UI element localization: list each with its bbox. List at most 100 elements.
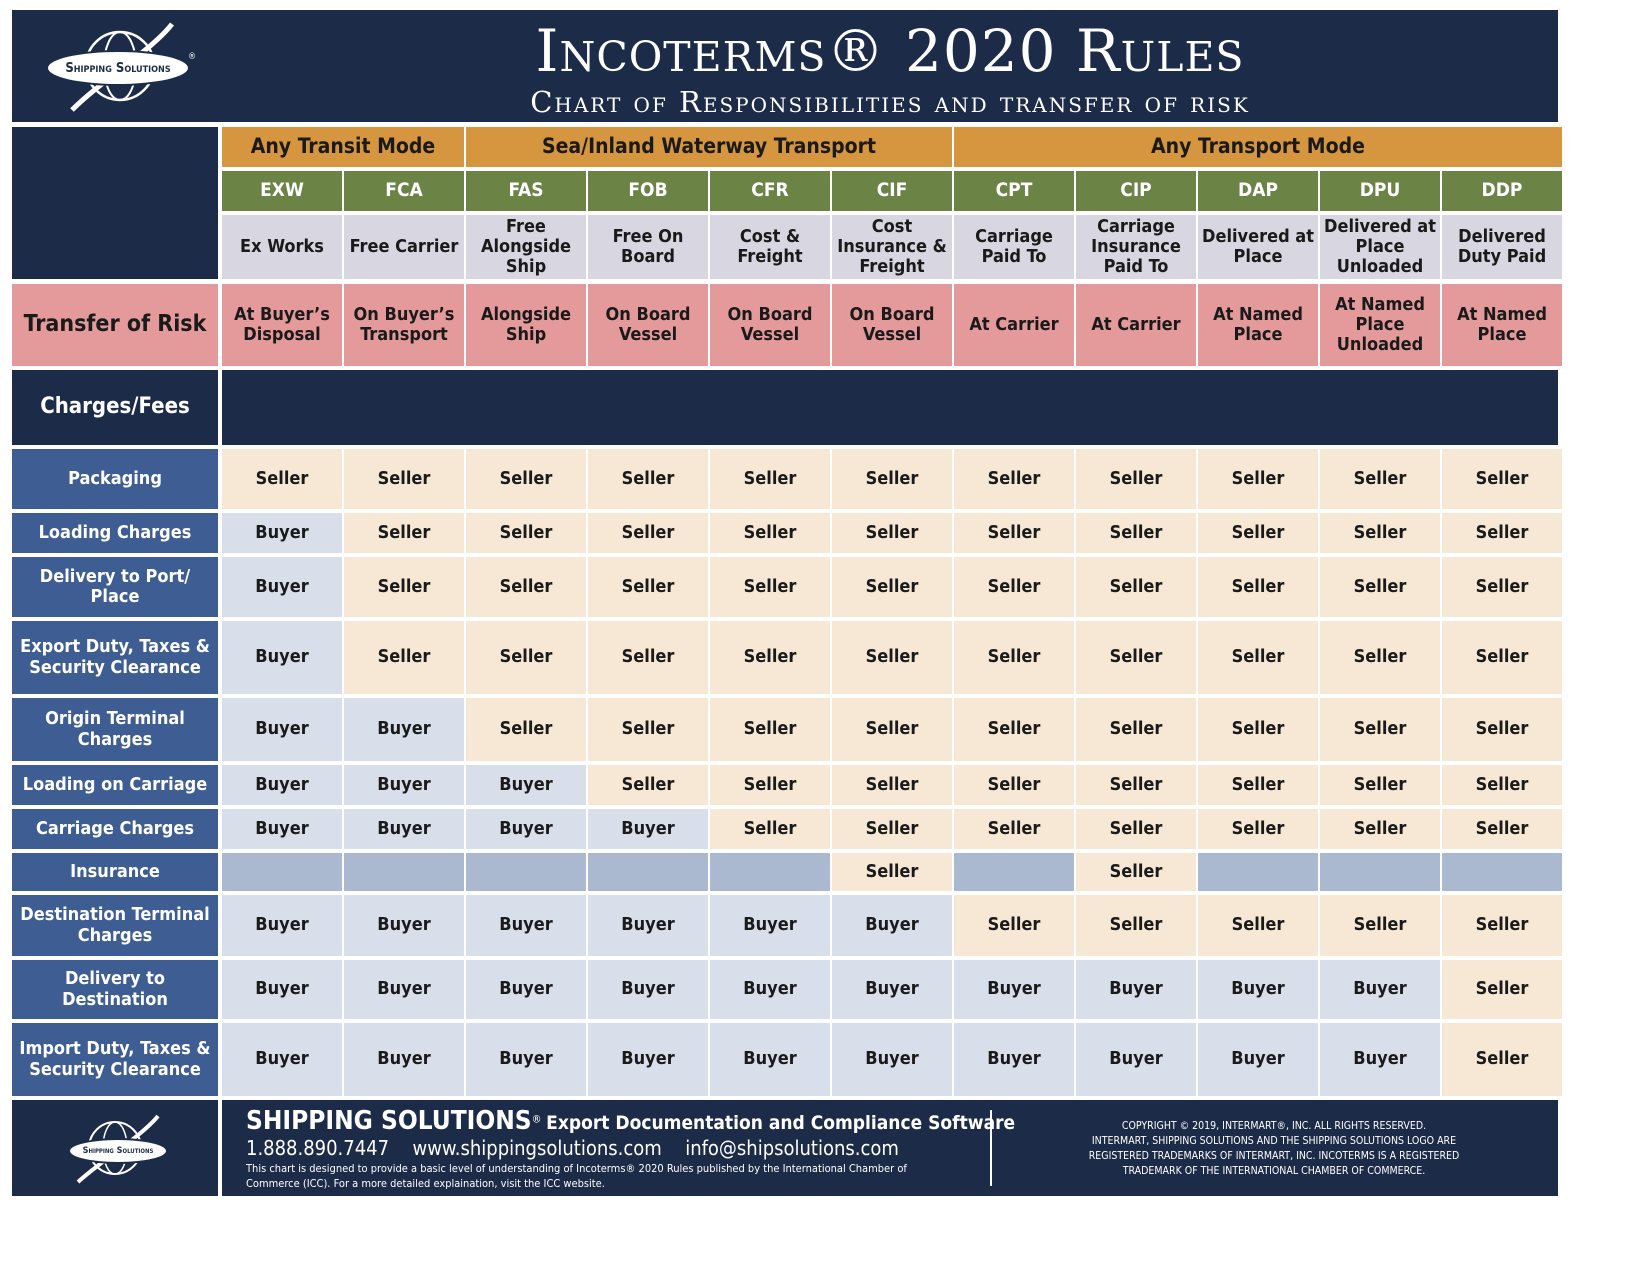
charge-cell: Buyer — [832, 1023, 952, 1096]
footer-phone[interactable]: 1.888.890.7447 — [246, 1136, 390, 1160]
charge-cell: Seller — [710, 809, 830, 849]
charge-cell: Buyer — [222, 698, 342, 761]
charge-cell: Buyer — [466, 1023, 586, 1096]
charge-label: Packaging — [12, 449, 218, 509]
charge-cell: Buyer — [832, 895, 952, 956]
charge-cell: Seller — [832, 698, 952, 761]
footer-contact-line: 1.888.890.7447 www.shippingsolutions.com… — [246, 1136, 899, 1160]
charge-cell — [588, 853, 708, 891]
charge-cell: Buyer — [588, 809, 708, 849]
charge-cell: Seller — [588, 449, 708, 509]
charge-cell: Buyer — [466, 809, 586, 849]
footer-website-link[interactable]: www.shippingsolutions.com — [412, 1136, 662, 1160]
charge-cell: Buyer — [344, 809, 464, 849]
risk-cell: At Named Place — [1198, 284, 1318, 366]
charge-label: Export Duty, Taxes & Security Clearance — [12, 621, 218, 694]
copyright-line: COPYRIGHT © 2019, INTERMART®, INC. ALL R… — [1121, 1120, 1427, 1132]
charge-cell: Seller — [466, 621, 586, 694]
charge-cell: Buyer — [1198, 1023, 1318, 1096]
charge-cell: Buyer — [222, 765, 342, 805]
term-name: Cost & Freight — [710, 215, 830, 279]
charge-cell: Seller — [832, 449, 952, 509]
charge-cell: Seller — [1198, 809, 1318, 849]
term-code-cif: CIF — [832, 171, 952, 211]
copyright-line: TRADEMARK OF THE INTERNATIONAL CHAMBER O… — [1122, 1165, 1426, 1177]
charge-cell: Buyer — [222, 960, 342, 1019]
charge-cell: Seller — [1442, 557, 1562, 617]
logo-text: Shipping Solutions — [65, 60, 171, 76]
term-name: Delivered at Place — [1198, 215, 1318, 279]
charge-cell — [954, 853, 1074, 891]
term-code-cpt: CPT — [954, 171, 1074, 211]
charge-cell: Seller — [954, 557, 1074, 617]
footer-tagline: Export Documentation and Compliance Soft… — [546, 1112, 1016, 1134]
charge-cell: Buyer — [588, 1023, 708, 1096]
term-code-cip: CIP — [1076, 171, 1196, 211]
charge-cell: Buyer — [466, 765, 586, 805]
risk-cell: Alongside Ship — [466, 284, 586, 366]
charge-cell: Seller — [1320, 765, 1440, 805]
charge-cell — [344, 853, 464, 891]
charge-cell: Buyer — [222, 557, 342, 617]
footer-brand-line: SHIPPING SOLUTIONS® Export Documentation… — [246, 1106, 1015, 1136]
page-title: Incoterms® 2020 Rules — [535, 17, 1245, 85]
charge-cell: Buyer — [222, 513, 342, 553]
charge-cell: Seller — [1320, 698, 1440, 761]
charge-cell: Buyer — [466, 960, 586, 1019]
footer-note-line-2: Commerce (ICC). For a more detailed expl… — [246, 1177, 605, 1190]
charge-cell — [1320, 853, 1440, 891]
charge-cell: Seller — [1076, 853, 1196, 891]
charge-cell: Buyer — [1320, 960, 1440, 1019]
charge-cell: Seller — [588, 765, 708, 805]
charge-cell: Buyer — [710, 960, 830, 1019]
charge-cell: Seller — [1076, 621, 1196, 694]
charge-cell: Seller — [466, 557, 586, 617]
footer-brand: SHIPPING SOLUTIONS — [246, 1106, 532, 1136]
footer-email-link[interactable]: info@shipsolutions.com — [685, 1136, 899, 1160]
transfer-of-risk-label: Transfer of Risk — [12, 284, 218, 366]
header-corner — [12, 127, 218, 279]
charge-cell: Buyer — [954, 960, 1074, 1019]
charge-cell: Seller — [1442, 449, 1562, 509]
charge-cell — [222, 853, 342, 891]
charge-cell: Seller — [1320, 449, 1440, 509]
charge-cell: Seller — [1442, 765, 1562, 805]
charge-cell: Buyer — [344, 960, 464, 1019]
charge-cell: Seller — [1198, 698, 1318, 761]
charge-cell: Seller — [344, 621, 464, 694]
charge-cell: Seller — [1442, 698, 1562, 761]
charge-cell: Buyer — [222, 809, 342, 849]
charge-cell: Seller — [1320, 809, 1440, 849]
charge-cell: Seller — [1198, 621, 1318, 694]
charge-cell: Seller — [1442, 895, 1562, 956]
charge-cell: Seller — [1076, 698, 1196, 761]
charge-cell: Seller — [344, 513, 464, 553]
charge-cell: Seller — [954, 809, 1074, 849]
logo-panel: Shipping Solutions ® — [12, 10, 228, 122]
charge-cell: Seller — [588, 621, 708, 694]
copyright-line: INTERMART, SHIPPING SOLUTIONS AND THE SH… — [1091, 1135, 1457, 1147]
charge-cell: Seller — [832, 621, 952, 694]
risk-cell: At Carrier — [954, 284, 1074, 366]
charge-cell: Seller — [222, 449, 342, 509]
charge-cell: Seller — [466, 513, 586, 553]
charge-cell: Seller — [344, 557, 464, 617]
term-name: Free Alongside Ship — [466, 215, 586, 279]
charge-cell: Seller — [1198, 895, 1318, 956]
charge-cell: Seller — [466, 698, 586, 761]
charge-label: Delivery to Port/ Place — [12, 557, 218, 617]
charge-cell: Seller — [1442, 960, 1562, 1019]
charge-cell: Seller — [1320, 513, 1440, 553]
charge-cell: Seller — [832, 513, 952, 553]
term-name: Free On Board — [588, 215, 708, 279]
risk-cell: On Board Vessel — [710, 284, 830, 366]
term-code-exw: EXW — [222, 171, 342, 211]
charge-cell: Seller — [954, 765, 1074, 805]
footer-logo-text: Shipping Solutions — [82, 1146, 154, 1156]
charge-cell: Buyer — [222, 895, 342, 956]
risk-cell: At Buyer’s Disposal — [222, 284, 342, 366]
charge-cell: Seller — [832, 557, 952, 617]
copyright-line: REGISTERED TRADEMARKS OF INTERMART, INC.… — [1088, 1150, 1460, 1162]
footer-logo-badge: Shipping Solutions — [68, 1138, 168, 1164]
footer-panel — [222, 1100, 1558, 1196]
